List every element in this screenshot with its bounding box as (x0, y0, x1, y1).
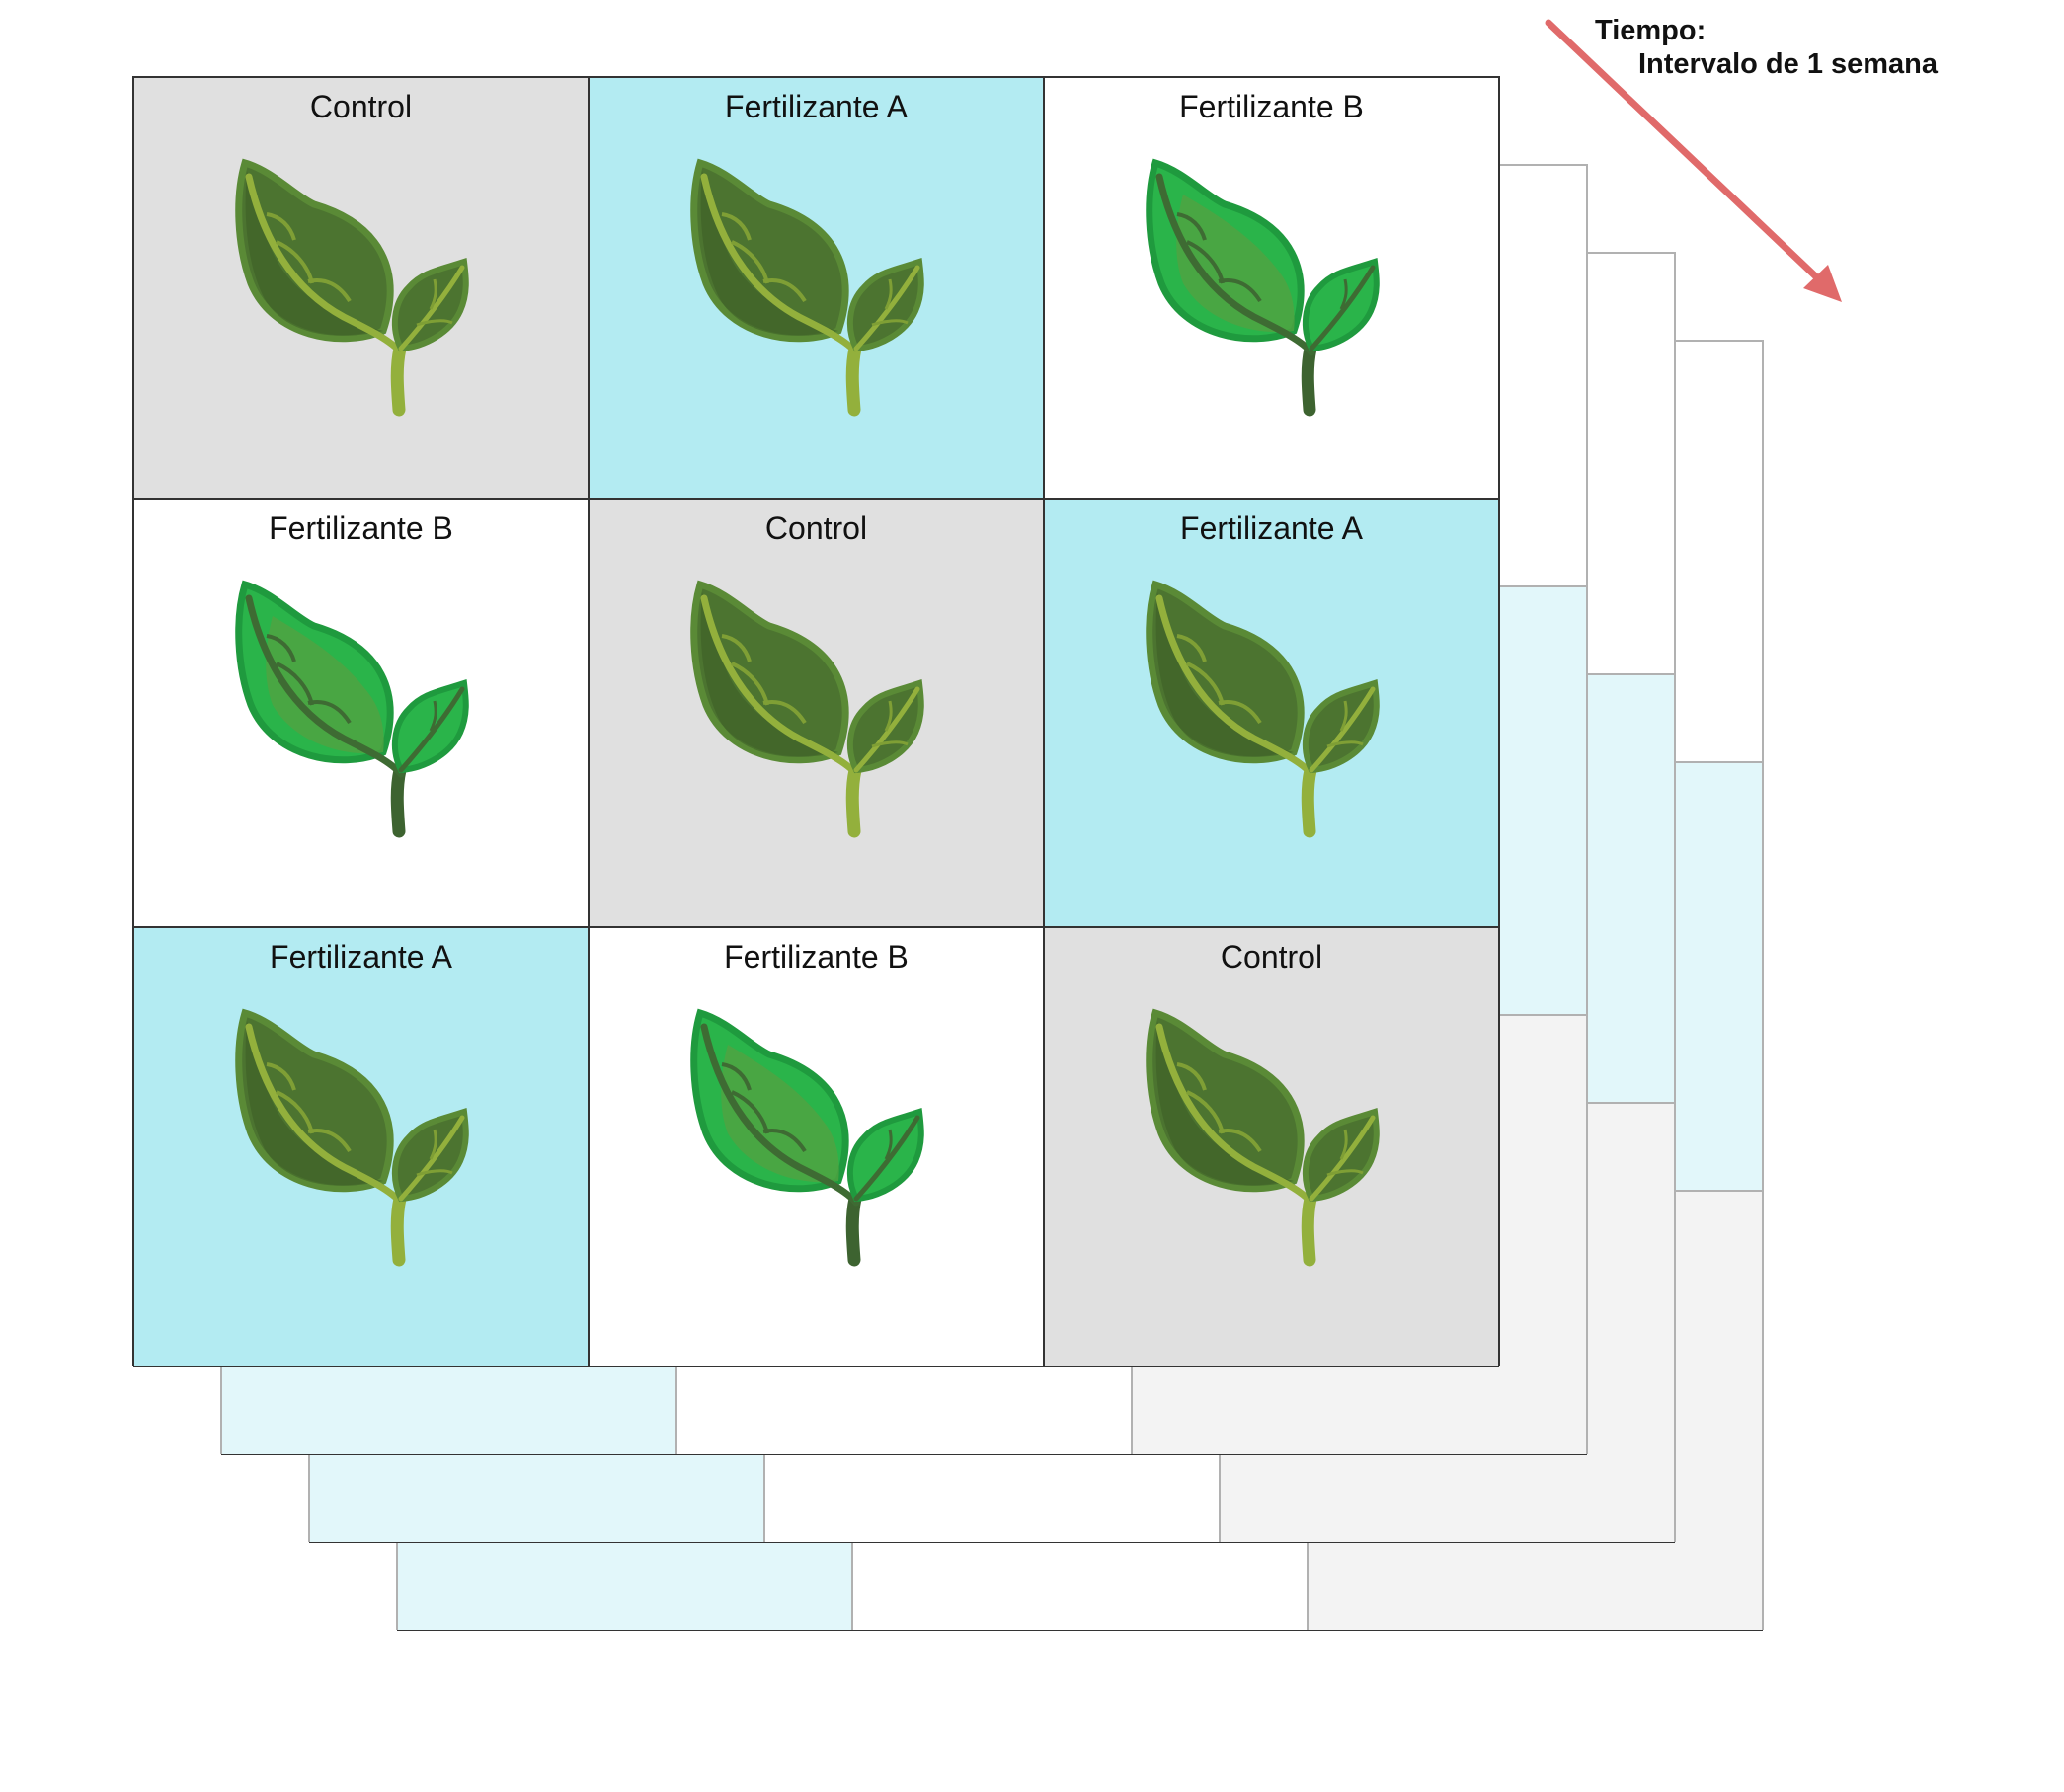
plot-cell: Fertilizante B (589, 927, 1044, 1367)
bright-seedling-icon (233, 577, 490, 843)
time-label-interval: Intervalo de 1 semana (1638, 48, 1939, 80)
time-label-title: Tiempo: (1595, 15, 1707, 46)
plot-grid-current-week: Control Fertilizante A Fertilizante B Ferti… (132, 76, 1500, 1367)
treatment-label: Control (1220, 939, 1323, 975)
treatment-label: Fertilizante A (1180, 510, 1363, 547)
dark-seedling-icon (688, 155, 945, 422)
time-arrow (1545, 19, 1842, 302)
plot-cell: Fertilizante A (589, 77, 1044, 500)
dark-seedling-icon (688, 577, 945, 843)
plot-cell: Control (589, 499, 1044, 928)
dark-seedling-icon (233, 155, 490, 422)
time-label: Tiempo: Intervalo de 1 semana (1595, 14, 1938, 81)
treatment-label: Fertilizante B (724, 939, 909, 975)
treatment-label: Control (309, 89, 413, 124)
plot-cell: Control (1044, 927, 1499, 1367)
plot-cell: Fertilizante A (133, 927, 589, 1367)
plot-cell: Control (133, 77, 589, 500)
plot-cell: Fertilizante A (1044, 499, 1499, 928)
dark-seedling-icon (1144, 577, 1400, 843)
bright-seedling-icon (688, 1005, 945, 1272)
treatment-label: Control (764, 510, 868, 547)
treatment-label: Fertilizante B (269, 510, 453, 547)
dark-seedling-icon (233, 1005, 490, 1272)
treatment-label: Fertilizante A (270, 939, 452, 975)
plot-cell: Fertilizante B (1044, 77, 1499, 500)
treatment-label: Fertilizante A (725, 89, 908, 124)
dark-seedling-icon (1144, 1005, 1400, 1272)
treatment-label: Fertilizante B (1179, 89, 1364, 124)
bright-seedling-icon (1144, 155, 1400, 422)
plot-cell: Fertilizante B (133, 499, 589, 928)
